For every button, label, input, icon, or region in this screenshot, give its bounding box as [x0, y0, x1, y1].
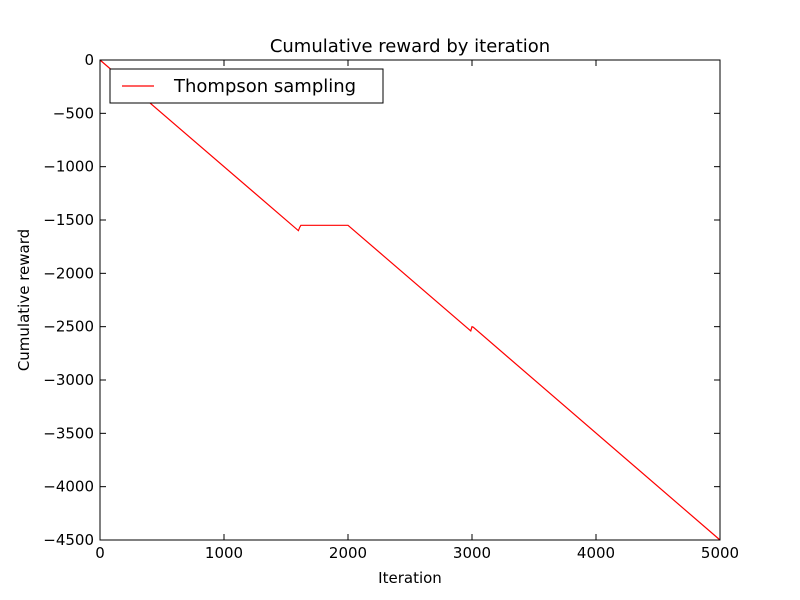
y-tick-label: −2500: [43, 318, 94, 336]
y-tick-label: −3000: [43, 371, 94, 389]
axes: 0 1000 2000 3000 4000 5000 0 −500 −1000 −1500 −200…: [43, 51, 739, 562]
plot-frame: [99, 59, 721, 541]
chart-title: Cumulative reward by iteration: [270, 36, 550, 57]
y-tick-label: −2000: [43, 264, 94, 282]
y-tick-label: −3500: [43, 424, 94, 442]
x-tick-label: 1000: [205, 544, 243, 562]
y-tick-label: −500: [53, 104, 94, 122]
x-tick-label: 5000: [701, 544, 739, 562]
series-line-0: [99, 59, 721, 541]
y-axis-label: Cumulative reward: [15, 229, 33, 371]
x-tick-label: 4000: [577, 544, 615, 562]
legend-box: [109, 68, 384, 104]
y-tick-label: 0: [84, 51, 94, 69]
x-tick-label: 2000: [329, 544, 367, 562]
x-tick-label: 0: [95, 544, 105, 562]
legend-label: Thompson sampling: [173, 76, 356, 97]
y-tick-label: −4000: [43, 478, 94, 496]
legend: Thompson sampling: [109, 68, 384, 104]
x-tick-label: 3000: [453, 544, 491, 562]
x-axis-label: Iteration: [378, 569, 442, 587]
y-tick-label: −4500: [43, 531, 94, 549]
plot-area: [99, 59, 721, 541]
y-tick-label: −1500: [43, 211, 94, 229]
y-tick-label: −1000: [43, 158, 94, 176]
